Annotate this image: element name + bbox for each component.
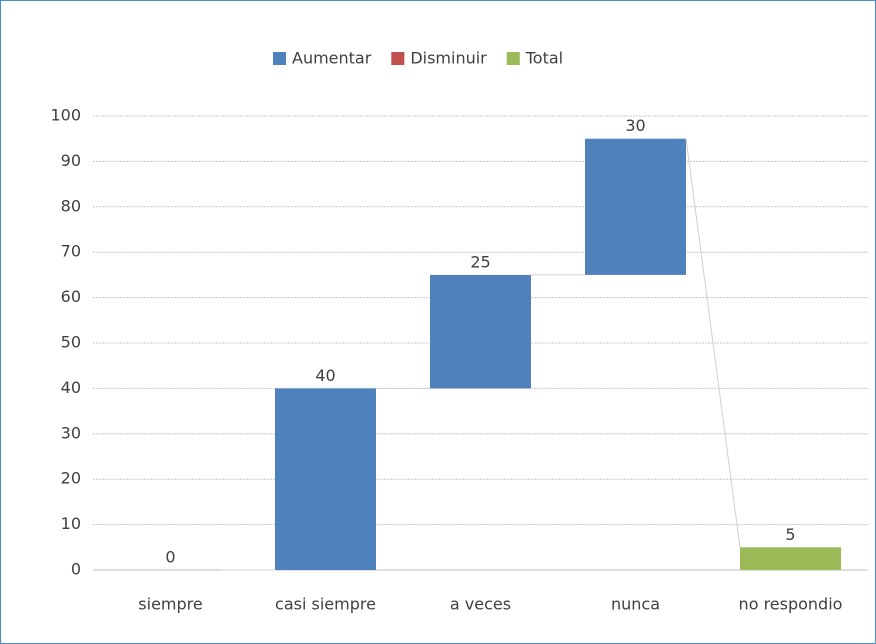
legend-label: Total	[525, 49, 563, 68]
x-tick-label: nunca	[611, 595, 660, 614]
legend-label: Disminuir	[410, 49, 487, 68]
y-tick-label: 100	[50, 106, 81, 125]
y-tick-label: 90	[61, 151, 81, 170]
bar	[430, 274, 531, 389]
y-tick-label: 20	[61, 469, 81, 488]
x-tick-label: a veces	[450, 595, 511, 614]
bar	[585, 138, 686, 275]
bar	[275, 388, 376, 570]
x-tick-label: siempre	[138, 595, 202, 614]
data-label: 5	[785, 525, 795, 544]
y-tick-label: 70	[61, 242, 81, 261]
y-tick-label: 40	[61, 378, 81, 397]
legend-swatch	[391, 52, 405, 65]
legend-label: Aumentar	[292, 49, 372, 68]
y-tick-label: 10	[61, 514, 81, 533]
data-label: 30	[625, 116, 645, 135]
bar	[740, 547, 841, 570]
y-tick-label: 0	[71, 560, 81, 579]
data-label: 0	[165, 548, 175, 567]
x-tick-label: no respondio	[739, 595, 843, 614]
x-tick-label: casi siempre	[275, 595, 376, 614]
y-tick-label: 60	[61, 287, 81, 306]
y-tick-label: 30	[61, 423, 81, 442]
data-label: 25	[470, 252, 490, 271]
legend-swatch	[506, 52, 520, 65]
y-tick-label: 50	[61, 333, 81, 352]
data-label: 40	[315, 366, 335, 385]
legend-swatch	[273, 52, 286, 65]
connector	[685, 138, 741, 548]
y-tick-label: 80	[61, 196, 81, 215]
